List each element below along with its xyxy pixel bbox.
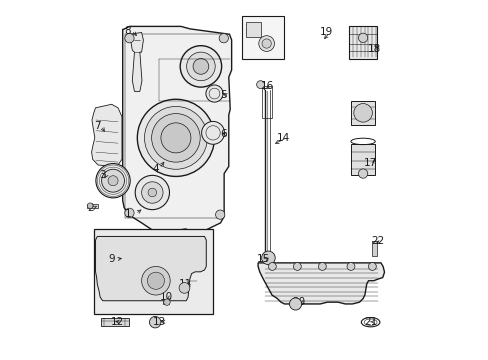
Text: 2: 2 (87, 203, 93, 213)
Text: 8: 8 (124, 26, 131, 36)
Circle shape (102, 169, 124, 192)
Text: 9: 9 (108, 254, 115, 264)
Circle shape (358, 169, 367, 178)
Circle shape (261, 251, 275, 265)
Circle shape (147, 272, 164, 289)
Text: 19: 19 (319, 27, 332, 37)
Circle shape (205, 85, 223, 102)
Text: 13: 13 (153, 317, 166, 327)
Circle shape (108, 176, 118, 186)
Circle shape (262, 39, 271, 48)
Bar (242, 17, 284, 59)
Circle shape (346, 262, 354, 270)
Text: 15: 15 (256, 254, 269, 264)
Circle shape (268, 262, 276, 270)
Circle shape (201, 121, 224, 144)
Circle shape (142, 182, 163, 203)
Text: 7: 7 (94, 121, 101, 131)
Circle shape (215, 210, 224, 219)
Circle shape (367, 262, 376, 270)
Circle shape (149, 316, 161, 328)
Text: 18: 18 (367, 44, 380, 54)
Circle shape (161, 123, 190, 153)
Circle shape (219, 33, 228, 43)
Circle shape (163, 299, 170, 305)
Text: 16: 16 (260, 81, 273, 91)
Circle shape (186, 52, 215, 81)
Circle shape (137, 99, 214, 176)
Text: 17: 17 (363, 158, 376, 168)
Text: 12: 12 (110, 317, 123, 327)
Circle shape (144, 107, 207, 169)
Circle shape (256, 81, 264, 89)
Polygon shape (122, 26, 231, 233)
Bar (245, 22, 260, 37)
Polygon shape (129, 32, 143, 91)
Text: 22: 22 (370, 237, 384, 247)
Circle shape (151, 113, 200, 162)
Bar (350, 101, 374, 125)
Circle shape (293, 262, 301, 270)
Text: 20: 20 (292, 297, 305, 307)
Bar (348, 26, 376, 59)
Circle shape (135, 175, 169, 210)
Polygon shape (91, 104, 122, 166)
Text: 1: 1 (125, 209, 131, 219)
Circle shape (258, 36, 274, 51)
Text: 14: 14 (276, 133, 289, 143)
Bar (261, 86, 271, 118)
Bar (350, 144, 374, 175)
Polygon shape (258, 263, 384, 304)
Text: 11: 11 (179, 279, 192, 289)
Text: 6: 6 (220, 129, 226, 139)
Circle shape (179, 283, 189, 293)
Circle shape (318, 262, 325, 270)
Text: 21: 21 (363, 317, 376, 327)
Bar (87, 203, 98, 208)
Polygon shape (95, 237, 206, 301)
Circle shape (124, 33, 134, 43)
Text: 4: 4 (152, 163, 159, 174)
Circle shape (87, 203, 93, 208)
Circle shape (124, 208, 134, 217)
Text: 5: 5 (220, 90, 226, 100)
Circle shape (148, 188, 156, 197)
Circle shape (96, 163, 130, 198)
Text: 3: 3 (99, 170, 106, 180)
Circle shape (142, 266, 170, 295)
Text: 10: 10 (160, 292, 173, 302)
Bar (163, 298, 169, 303)
Circle shape (180, 46, 221, 87)
Bar (94, 229, 213, 314)
Bar (101, 318, 128, 326)
Bar (372, 241, 376, 256)
Circle shape (358, 33, 367, 42)
Circle shape (289, 298, 301, 310)
Circle shape (353, 104, 372, 122)
Circle shape (193, 59, 208, 74)
